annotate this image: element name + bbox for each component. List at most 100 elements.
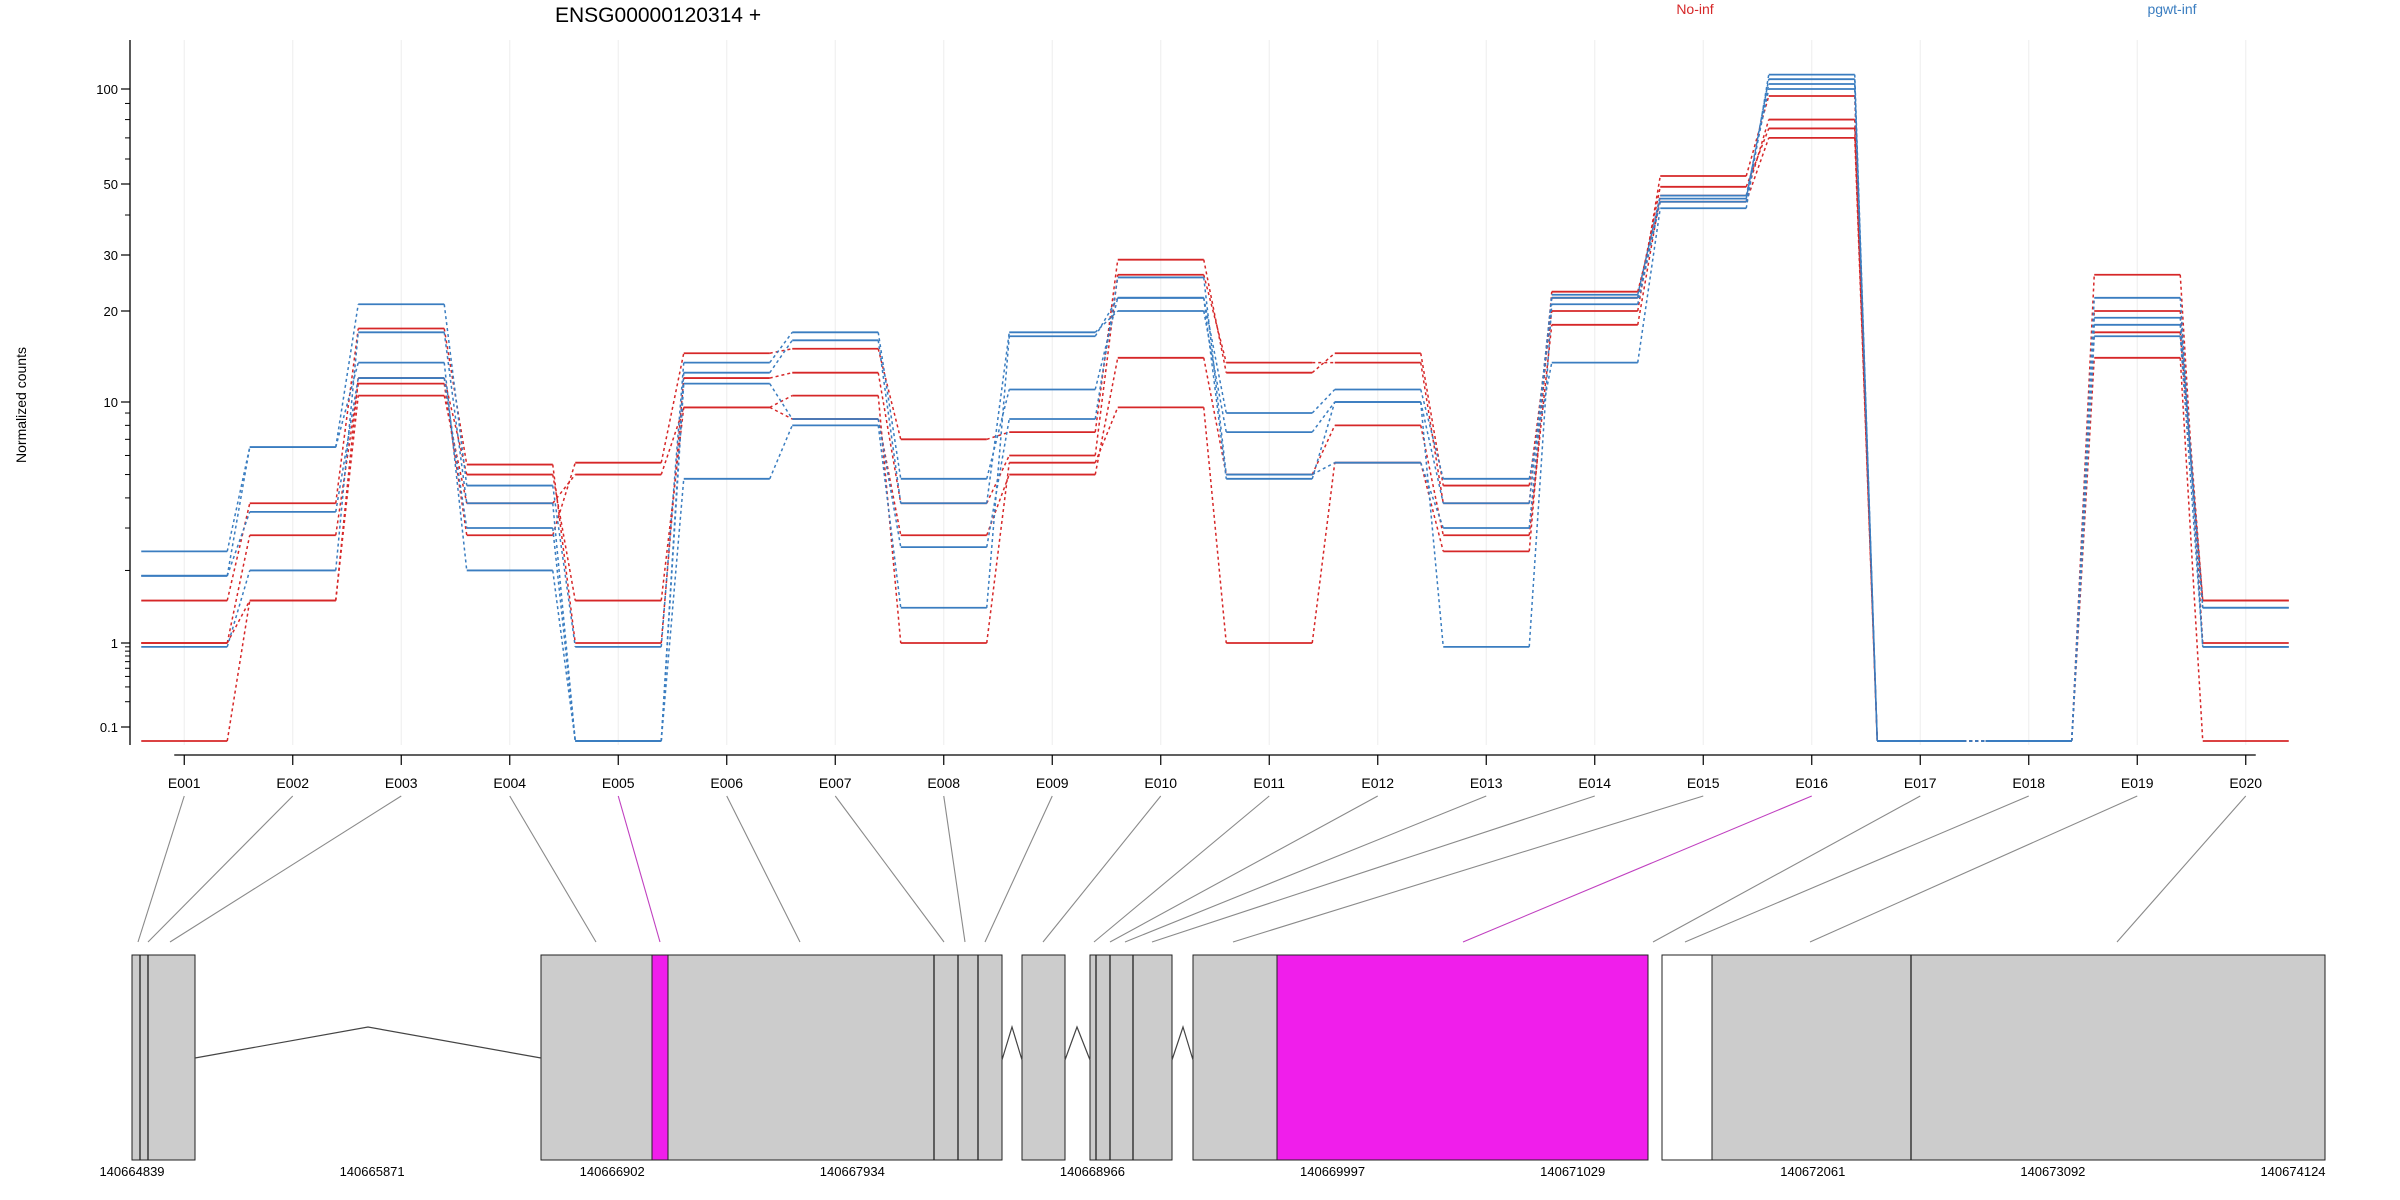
exon-connector-line <box>226 503 251 601</box>
exon-connector-line <box>1637 195 1661 295</box>
gene-model: 140664839 140665871 140666902 140667934 1406… <box>99 954 2326 1179</box>
exon-block <box>1661 954 1713 1161</box>
series-no-inf-1 <box>141 127 2289 742</box>
x-tick-label-e002: E002 <box>276 775 309 791</box>
exon-connector-line <box>1745 137 1770 203</box>
series-no-inf-3 <box>141 136 2289 742</box>
exon-connector-line <box>877 418 902 548</box>
exon-connector-line <box>443 383 468 536</box>
exon-connector-line <box>1420 425 1444 536</box>
exon-connector-line <box>226 535 251 644</box>
x-tick-label-e001: E001 <box>168 775 201 791</box>
exon-connector-line <box>1745 79 1770 199</box>
x-tick-label-e017: E017 <box>1904 775 1937 791</box>
exon-connector-line <box>1311 352 1336 374</box>
x-tick-label-e009: E009 <box>1036 775 1069 791</box>
exon-connector-line <box>1637 208 1661 363</box>
connector-e005 <box>617 795 661 943</box>
intron-line <box>1001 1024 1023 1061</box>
exon-connector-line <box>226 600 251 644</box>
exon-connector-line <box>443 362 468 571</box>
connector-e009 <box>984 795 1053 943</box>
connector-e008 <box>943 795 966 943</box>
exon-connector-line <box>1094 310 1119 333</box>
exon-block <box>1089 954 1173 1161</box>
exon-connector-line <box>2071 310 2095 742</box>
exon-connector-line <box>1311 462 1336 476</box>
exon-connector-line <box>1203 297 1227 479</box>
y-tick-label: 50 <box>104 177 118 192</box>
connector-e011 <box>1093 795 1270 943</box>
connector-e002 <box>147 795 294 943</box>
x-tick-label-e018: E018 <box>2012 775 2045 791</box>
x-tick-label-e007: E007 <box>819 775 852 791</box>
exon-connector-line <box>1854 137 1878 742</box>
coordinate-tick-label: 140668966 <box>1060 1164 1125 1179</box>
exon-connector-line <box>2179 317 2204 608</box>
exon-connector-line <box>1420 353 1444 486</box>
x-tick-label-e020: E020 <box>2229 775 2262 791</box>
legend-entry-no-inf: No-inf <box>1676 1 1713 17</box>
exon-connector-line <box>2179 357 2204 742</box>
exon-connector-line <box>769 331 793 364</box>
exon-connector-line <box>1311 462 1336 644</box>
exon-connector-line <box>1094 297 1119 337</box>
x-tick-label-e016: E016 <box>1795 775 1828 791</box>
exon-block <box>1276 954 1649 1161</box>
x-tick-label-e019: E019 <box>2121 775 2154 791</box>
exon-connector-line <box>1311 388 1336 414</box>
x-tick-label-e010: E010 <box>1144 775 1177 791</box>
x-tick-label-e011: E011 <box>1253 775 1285 791</box>
exon-connector-line <box>226 511 251 577</box>
exon-connector-line <box>769 339 793 374</box>
exon-connector-line <box>1528 297 1553 504</box>
series-pgwt-inf-7 <box>141 88 2289 742</box>
exon-connector-line <box>1637 198 1661 299</box>
exon-connector-line <box>986 332 1010 504</box>
connector-e020 <box>2116 795 2247 943</box>
exon-connector-line <box>1420 462 1444 552</box>
connector-e012 <box>1109 795 1379 943</box>
coordinate-tick-label: 140669997 <box>1300 1164 1365 1179</box>
coordinate-tick-label: 140664839 <box>99 1164 164 1179</box>
exon-connector-line <box>1528 324 1553 536</box>
exon-connector-line <box>2179 297 2204 647</box>
exon-connector-line <box>1528 294 1553 529</box>
exon-connector-line <box>769 406 793 420</box>
x-axis: E001 E002 E003 E004 E005 E006 E007 E008 E009 E010… <box>168 754 2262 791</box>
connector-e006 <box>726 795 801 943</box>
exon-connector-line <box>1203 297 1227 414</box>
exon-connector-line <box>1094 407 1119 463</box>
exon-connector-line <box>1203 407 1227 644</box>
connector-e003 <box>169 795 402 943</box>
exon-connector-line <box>552 462 576 536</box>
y-tick-label: 0.1 <box>100 720 118 735</box>
coordinate-tick-label: 140666902 <box>580 1164 645 1179</box>
exon-connector-line <box>2071 274 2095 742</box>
connector-e016 <box>1462 795 1812 943</box>
exon-connector-line <box>2179 336 2204 647</box>
exon-connector-line <box>1528 362 1553 479</box>
y-tick-label: 20 <box>104 304 118 319</box>
exon-connector-line <box>1094 297 1119 390</box>
exon-connector-line <box>443 377 468 529</box>
coordinate-tick-label: 140674124 <box>2260 1164 2325 1179</box>
exon-connector-line <box>769 371 793 379</box>
intron-line <box>194 1026 542 1059</box>
series-pgwt-inf-4 <box>141 73 2289 742</box>
series-no-inf-2 <box>141 118 2289 742</box>
exon-connector-line <box>335 332 359 571</box>
exon-block <box>1192 954 1278 1161</box>
exon-connector-line <box>877 372 902 504</box>
exon-connector-line <box>443 332 468 504</box>
exon-block <box>131 954 196 1161</box>
exon-connector-line <box>2179 324 2204 608</box>
connector-e007 <box>834 795 945 943</box>
exon-block <box>540 954 653 1161</box>
exon-connector-line <box>1637 195 1661 325</box>
exon-connector-line <box>660 478 685 742</box>
y-tick-label: 10 <box>104 395 118 410</box>
exon-connector-line <box>552 474 576 601</box>
exon-connector-line <box>226 570 251 648</box>
intron-line <box>1171 1025 1194 1061</box>
